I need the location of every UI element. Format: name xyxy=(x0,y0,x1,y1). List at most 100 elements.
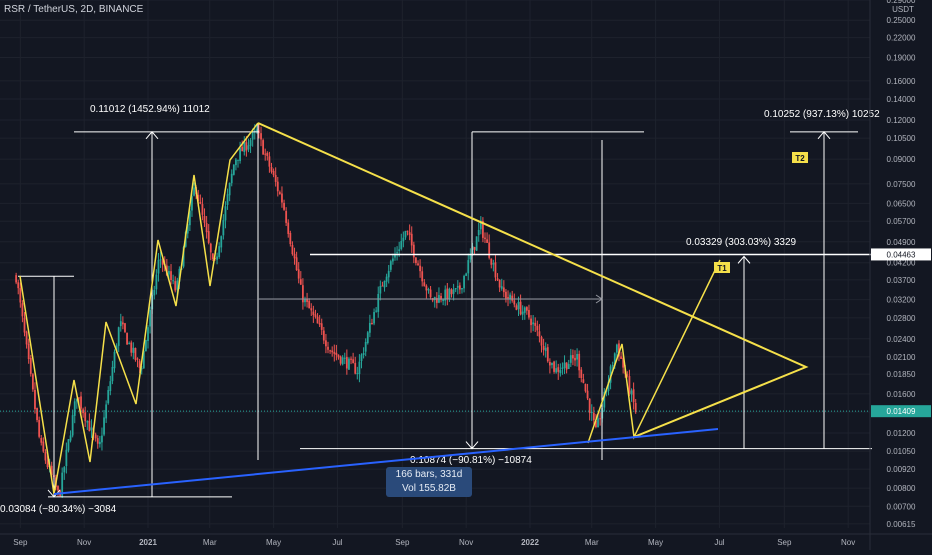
candle-body xyxy=(289,233,292,245)
candle-body xyxy=(193,187,195,196)
candle-body xyxy=(352,359,355,364)
measure-3-label: 0.03329 (303.03%) 3329 xyxy=(686,237,797,248)
candle-body xyxy=(534,322,537,326)
candle-body xyxy=(546,347,549,362)
y-tick-label: 0.01050 xyxy=(887,447,916,456)
candle-body xyxy=(465,273,468,276)
candle-body xyxy=(155,274,158,290)
candle-body xyxy=(283,202,285,210)
y-tick-label: 0.00700 xyxy=(887,502,916,511)
candle-body xyxy=(582,379,585,383)
y-tick-label: 0.25000 xyxy=(887,16,916,25)
candle-body xyxy=(247,145,250,150)
candle-body xyxy=(578,353,581,371)
candle-body xyxy=(385,276,388,282)
candle-body xyxy=(121,322,124,325)
drawings: 0.03084 (−80.34%) −3084 0.11012 (1452.94%… xyxy=(0,104,880,515)
candle-body xyxy=(551,362,553,366)
candle-body xyxy=(391,258,394,262)
candle-body xyxy=(446,288,449,300)
candle-body xyxy=(109,381,112,391)
candle-body xyxy=(239,148,241,162)
candle-body xyxy=(245,142,248,151)
candle-body xyxy=(532,322,535,325)
candle-body xyxy=(574,357,576,361)
candle-body xyxy=(159,259,162,261)
candle-body xyxy=(75,398,78,402)
candle-body xyxy=(111,366,114,382)
candle-body xyxy=(270,166,273,172)
y-tick-label: 0.04900 xyxy=(887,238,916,247)
candle-body xyxy=(540,336,543,346)
x-tick-label: May xyxy=(648,538,663,547)
candle-body xyxy=(17,282,20,289)
candle-body xyxy=(622,357,625,368)
candle-body xyxy=(461,288,463,290)
candle-body xyxy=(423,282,426,287)
candle-body xyxy=(394,254,396,258)
candle-body xyxy=(84,412,87,422)
candle-body xyxy=(251,132,254,140)
candle-body xyxy=(228,182,231,196)
candle-body xyxy=(611,365,614,367)
candle-body xyxy=(172,280,175,282)
candle-body xyxy=(435,298,438,303)
candle-body xyxy=(168,271,170,275)
candle-body xyxy=(559,370,562,374)
current-price-label: 0.01409 xyxy=(887,407,916,416)
candle-body xyxy=(377,293,380,312)
candle-body xyxy=(498,279,501,288)
candle-body xyxy=(312,311,315,315)
candle-body xyxy=(511,295,514,301)
target-2-tag xyxy=(792,152,808,163)
candle-body xyxy=(105,404,108,419)
candle-body xyxy=(599,418,602,420)
candle-body xyxy=(517,301,520,310)
candle-body xyxy=(50,465,53,475)
candle-body xyxy=(113,351,116,369)
measure-5-label: 0.03084 (−80.34%) −3084 xyxy=(0,504,117,515)
candle-body xyxy=(235,159,237,166)
candle-body xyxy=(467,260,470,274)
candle-body xyxy=(597,418,599,428)
candle-body xyxy=(203,215,206,223)
candle-body xyxy=(544,347,547,351)
y-unit-label: USDT xyxy=(892,5,914,14)
candle-body xyxy=(406,230,409,232)
candle-body xyxy=(174,281,177,291)
candle-body xyxy=(260,133,262,140)
measure-1-arrow xyxy=(145,131,159,140)
candle-body xyxy=(615,344,618,353)
measure-2-label: 0.10252 (937.13%) 10252 xyxy=(764,109,880,120)
measure-2-arrow xyxy=(817,131,831,140)
chart-title: RSR / TetherUS, 2D, BINANCE xyxy=(4,4,144,15)
candle-body xyxy=(339,356,342,364)
candle-body xyxy=(473,247,476,250)
current-price-tag xyxy=(871,405,931,418)
candle-body xyxy=(588,398,591,414)
candle-body xyxy=(314,314,317,317)
candle-body xyxy=(90,427,93,431)
triangle-pattern xyxy=(257,122,809,438)
candle-body xyxy=(607,381,610,391)
y-tick-label: 0.01600 xyxy=(887,390,916,399)
candle-body xyxy=(337,354,340,358)
candle-body xyxy=(348,358,350,370)
candle-body xyxy=(444,289,447,301)
candle-body xyxy=(46,460,49,468)
candle-body xyxy=(281,193,283,203)
y-tick-label: 0.03200 xyxy=(887,296,916,305)
candle-body xyxy=(452,289,455,294)
target-1-label: T1 xyxy=(717,264,727,273)
candle-body xyxy=(211,253,214,260)
candle-body xyxy=(412,244,415,258)
candle-body xyxy=(136,358,139,360)
candle-body xyxy=(484,237,486,239)
candle-body xyxy=(308,300,311,309)
candle-body xyxy=(417,263,419,266)
x-tick-label: Nov xyxy=(77,538,91,547)
candle-body xyxy=(299,279,302,285)
